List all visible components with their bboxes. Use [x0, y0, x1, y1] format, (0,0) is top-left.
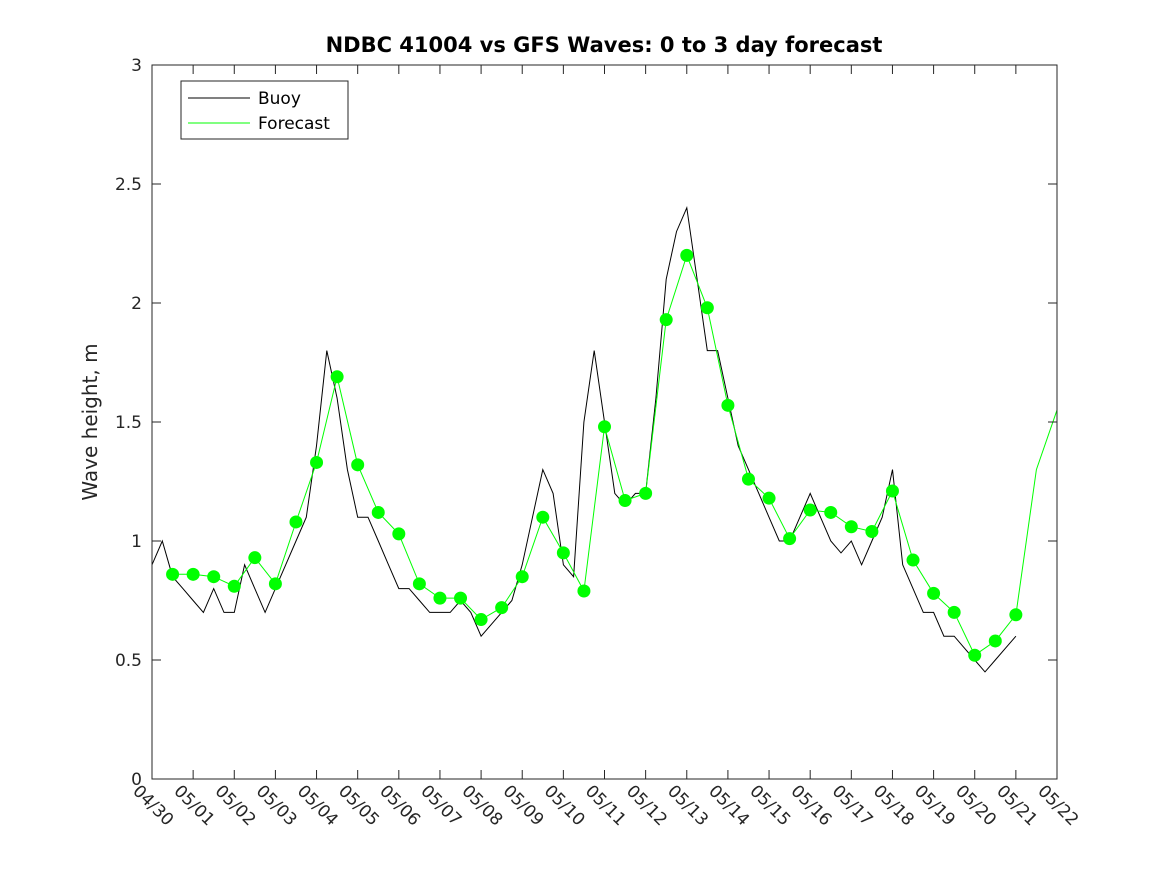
- forecast-point: [392, 527, 406, 541]
- forecast-point: [906, 553, 920, 567]
- y-tick-label: 2: [131, 294, 142, 314]
- y-axis-label: Wave height, m: [78, 343, 102, 500]
- y-tick-label: 1: [131, 532, 142, 552]
- forecast-point: [783, 532, 797, 546]
- series-layer: [151, 205, 1058, 673]
- forecast-point: [988, 634, 1002, 648]
- forecast-point: [289, 515, 303, 529]
- forecast-point: [371, 505, 385, 519]
- series-line-forecast: [172, 253, 1058, 656]
- forecast-point: [700, 301, 714, 315]
- forecast-point: [495, 601, 509, 615]
- forecast-point: [515, 570, 529, 584]
- forecast-point: [454, 591, 468, 605]
- forecast-point: [721, 398, 735, 412]
- forecast-point: [412, 577, 426, 591]
- y-tick-label: 2.5: [115, 175, 142, 195]
- legend-label-buoy: Buoy: [258, 89, 301, 109]
- forecast-point: [207, 570, 221, 584]
- forecast-point: [618, 494, 632, 508]
- forecast-point: [639, 486, 653, 500]
- y-tick-label: 3: [131, 56, 142, 76]
- legend: Buoy Forecast: [180, 80, 349, 140]
- forecast-point: [330, 370, 344, 384]
- forecast-point: [741, 472, 755, 486]
- forecast-point: [248, 551, 262, 565]
- y-axis: 0 0.5 1 1.5 2 2.5 3: [115, 56, 1057, 790]
- forecast-point: [947, 605, 961, 619]
- legend-box: [180, 80, 349, 140]
- forecast-point: [885, 484, 899, 498]
- forecast-point: [268, 577, 282, 591]
- forecast-point: [598, 420, 611, 434]
- forecast-point: [844, 520, 858, 534]
- forecast-point: [762, 491, 776, 505]
- forecast-point: [186, 567, 200, 581]
- forecast-point: [968, 648, 982, 662]
- y-tick-label: 0.5: [115, 651, 142, 671]
- forecast-point: [166, 567, 180, 581]
- y-tick-label: 0: [131, 770, 142, 790]
- forecast-point: [824, 505, 838, 519]
- forecast-point: [680, 248, 694, 262]
- forecast-point: [351, 458, 365, 472]
- forecast-point: [433, 591, 447, 605]
- forecast-point: [310, 455, 324, 469]
- series-line-buoy: [151, 205, 1017, 673]
- legend-label-forecast: Forecast: [258, 114, 330, 134]
- forecast-point: [536, 510, 550, 524]
- y-tick-label: 1.5: [115, 413, 142, 433]
- forecast-point: [927, 586, 941, 600]
- forecast-point: [474, 613, 488, 627]
- chart-title: NDBC 41004 vs GFS Waves: 0 to 3 day fore…: [326, 33, 883, 57]
- forecast-point: [556, 546, 570, 560]
- forecast-point: [1009, 608, 1023, 622]
- forecast-point: [577, 584, 591, 598]
- forecast-point: [803, 503, 817, 517]
- forecast-point: [659, 313, 673, 327]
- forecast-point: [865, 524, 879, 538]
- forecast-point: [227, 579, 241, 593]
